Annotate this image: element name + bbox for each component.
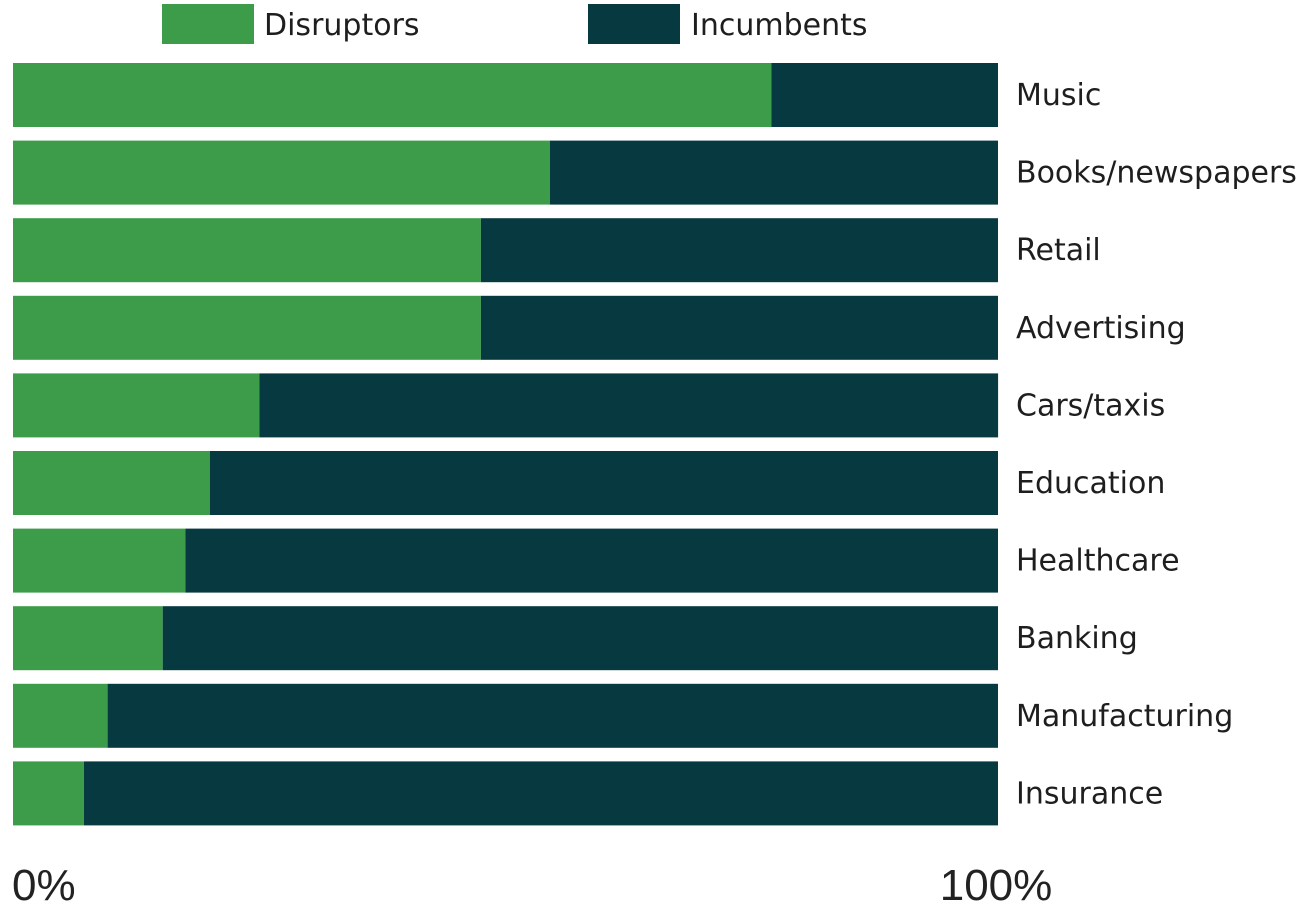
bar-cars-taxis-incumbents [259, 373, 999, 438]
category-label-banking: Banking [1016, 621, 1138, 656]
category-label-music: Music [1016, 78, 1101, 113]
legend: Disruptors Incumbents [162, 4, 868, 44]
category-label-books-newspapers: Books/newspapers [1016, 156, 1297, 191]
bar-banking-disruptors [13, 606, 163, 671]
category-label-cars-taxis: Cars/taxis [1016, 388, 1165, 423]
x-axis-max-label: 100% [940, 861, 1053, 909]
bar-books-newspapers-incumbents [549, 140, 998, 205]
bar-retail-disruptors [13, 218, 481, 283]
bar-advertising-disruptors [13, 295, 481, 360]
category-labels: Music Books/newspapers Retail Advertising Ca… [1016, 78, 1297, 811]
legend-label-disruptors: Disruptors [264, 8, 420, 43]
category-label-healthcare: Healthcare [1016, 544, 1180, 579]
bar-cars-taxis-disruptors [13, 373, 260, 438]
category-label-education: Education [1016, 466, 1165, 501]
bar-education-disruptors [13, 451, 210, 515]
bar-banking-incumbents [162, 606, 998, 671]
bar-advertising-incumbents [480, 295, 998, 360]
bar-music-incumbents [771, 63, 998, 127]
category-label-manufacturing: Manufacturing [1016, 699, 1233, 734]
legend-label-incumbents: Incumbents [691, 8, 868, 43]
bar-retail-incumbents [480, 218, 998, 283]
x-axis-min-label: 0% [12, 861, 76, 909]
category-label-insurance: Insurance [1016, 776, 1163, 811]
bar-manufacturing-incumbents [107, 683, 999, 748]
bar-healthcare-disruptors [13, 528, 186, 593]
category-label-advertising: Advertising [1016, 311, 1186, 346]
bar-insurance-disruptors [13, 761, 84, 826]
bars-group [13, 63, 999, 826]
legend-swatch-disruptors [162, 4, 254, 44]
category-label-retail: Retail [1016, 233, 1101, 268]
bar-insurance-incumbents [83, 761, 998, 826]
bar-healthcare-incumbents [185, 528, 998, 593]
bar-education-incumbents [210, 451, 998, 515]
bar-manufacturing-disruptors [13, 683, 108, 748]
legend-swatch-incumbents [588, 4, 680, 44]
bar-music-disruptors [13, 63, 772, 127]
bar-books-newspapers-disruptors [13, 140, 550, 205]
